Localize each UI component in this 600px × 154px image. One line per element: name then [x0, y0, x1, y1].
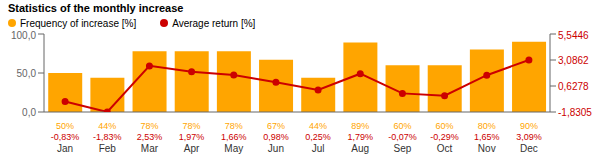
svg-text:Jan: Jan: [57, 143, 73, 154]
svg-text:60%: 60%: [393, 121, 411, 131]
svg-text:Jul: Jul: [312, 143, 325, 154]
svg-text:78%: 78%: [140, 121, 158, 131]
svg-text:2,53%: 2,53%: [137, 132, 163, 142]
svg-text:-0,07%: -0,07%: [388, 132, 417, 142]
svg-text:67%: 67%: [267, 121, 285, 131]
html-text:Average return [%]: Average return [%]: [172, 17, 256, 29]
svg-text:60%: 60%: [436, 121, 454, 131]
svg-text:0,98%: 0,98%: [263, 132, 289, 142]
svg-text:1,65%: 1,65%: [474, 132, 500, 142]
html-text:Statistics of the monthly incr: Statistics of the monthly increase: [8, 2, 184, 14]
svg-text:Oct: Oct: [437, 143, 453, 154]
svg-text:Aug: Aug: [351, 143, 369, 154]
svg-text:Feb: Feb: [99, 143, 117, 154]
svg-text:78%: 78%: [225, 121, 243, 131]
svg-text:0,25%: 0,25%: [305, 132, 331, 142]
svg-text:1,79%: 1,79%: [347, 132, 373, 142]
svg-text:100,0: 100,0: [11, 30, 36, 41]
svg-text:Dec: Dec: [520, 143, 538, 154]
svg-text:3,09%: 3,09%: [516, 132, 542, 142]
svg-text:0,6278: 0,6278: [558, 81, 589, 92]
svg-text:May: May: [224, 143, 243, 154]
svg-text:-0,29%: -0,29%: [430, 132, 459, 142]
svg-text:50,0: 50,0: [17, 68, 37, 79]
svg-text:44%: 44%: [309, 121, 327, 131]
svg-text:1,97%: 1,97%: [179, 132, 205, 142]
svg-text:Apr: Apr: [184, 143, 200, 154]
svg-text:90%: 90%: [520, 121, 538, 131]
svg-text:Nov: Nov: [478, 143, 496, 154]
svg-text:5,5446: 5,5446: [558, 30, 589, 41]
svg-text:0,0: 0,0: [22, 107, 36, 118]
svg-text:50%: 50%: [56, 121, 74, 131]
svg-text:89%: 89%: [351, 121, 369, 131]
svg-text:Sep: Sep: [394, 143, 412, 154]
svg-text:Jun: Jun: [268, 143, 284, 154]
svg-text:1,66%: 1,66%: [221, 132, 247, 142]
svg-text:3,0862: 3,0862: [558, 55, 589, 66]
svg-text:44%: 44%: [98, 121, 116, 131]
svg-text:80%: 80%: [478, 121, 496, 131]
svg-text:-1,83%: -1,83%: [93, 132, 122, 142]
html-text:Frequency of increase [%]: Frequency of increase [%]: [20, 17, 137, 29]
svg-text:Mar: Mar: [141, 143, 159, 154]
svg-text:-1,8305: -1,8305: [558, 107, 592, 118]
svg-text:-0,83%: -0,83%: [51, 132, 80, 142]
svg-text:78%: 78%: [183, 121, 201, 131]
